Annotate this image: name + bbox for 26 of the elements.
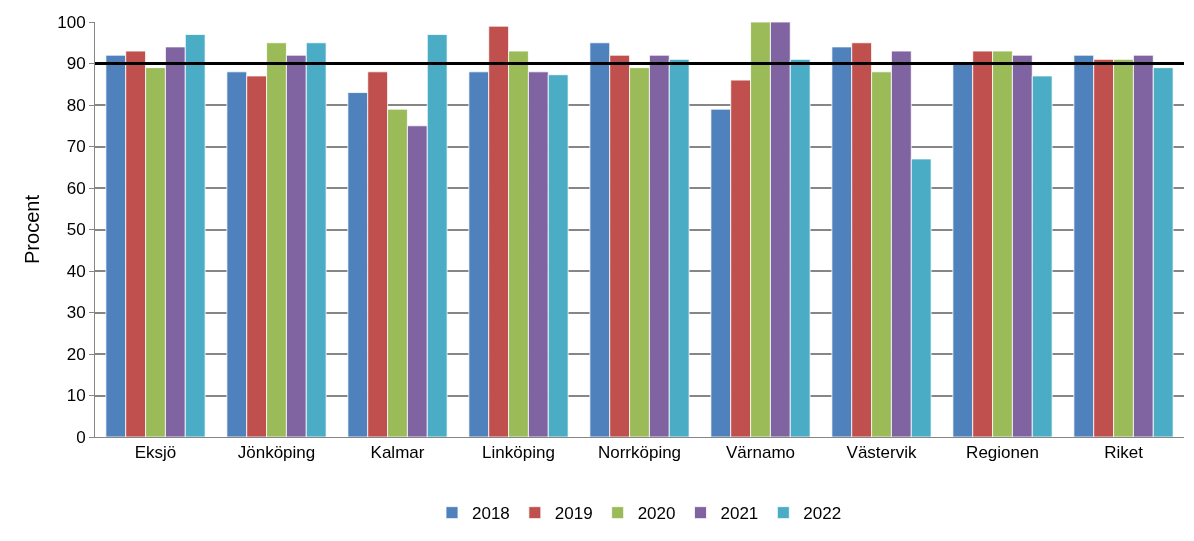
legend-label: 2022 (803, 504, 842, 524)
y-tick-label: 60 (66, 178, 86, 198)
x-tick-label: Regionen (966, 443, 1039, 463)
x-tick-label: Kalmar (370, 443, 425, 463)
legend-label: 2018 (472, 504, 510, 524)
y-tick-label: 80 (66, 95, 86, 115)
y-tick-label: 50 (66, 220, 86, 240)
legend-label: 2019 (554, 504, 593, 524)
x-tick-label: Jönköping (237, 443, 316, 463)
y-tick-label: 40 (66, 261, 86, 281)
legend-label: 2021 (720, 504, 759, 524)
y-axis-title: Procent (20, 194, 43, 264)
x-tick-label: Eksjö (134, 443, 177, 463)
x-tick-label: Västervik (846, 443, 917, 463)
legend-label: 2020 (637, 504, 676, 524)
x-tick-label: Riket (1104, 443, 1144, 463)
y-tick-label: 10 (66, 386, 86, 406)
y-tick-label: 70 (66, 137, 86, 157)
y-tick-label: 20 (66, 344, 86, 364)
y-tick-label: 0 (76, 427, 86, 447)
x-tick-label: Värnamo (726, 443, 795, 463)
y-tick-label: 100 (57, 12, 86, 32)
x-tick-label: Norrköping (597, 443, 682, 463)
x-tick-label: Linköping (482, 443, 555, 463)
y-tick-label: 90 (66, 54, 86, 74)
y-tick-label: 30 (66, 303, 86, 323)
